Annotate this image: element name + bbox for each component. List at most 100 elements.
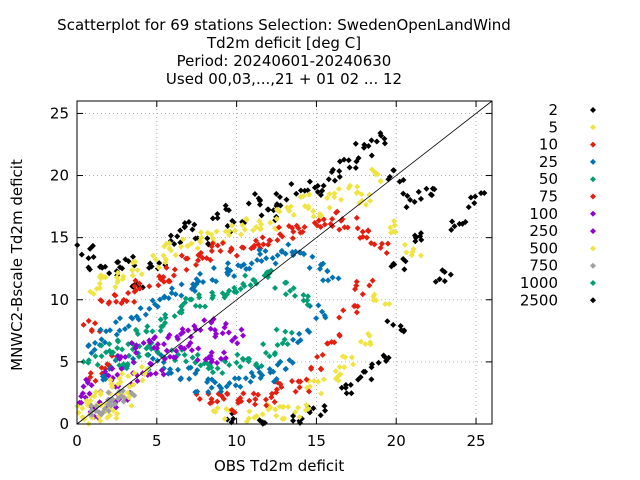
data-point bbox=[316, 265, 323, 272]
data-point bbox=[150, 252, 157, 259]
data-point bbox=[296, 330, 303, 337]
data-point bbox=[314, 182, 321, 189]
data-point bbox=[314, 353, 321, 360]
data-point bbox=[258, 362, 265, 369]
data-point bbox=[80, 321, 87, 328]
title-line-2: Td2m deficit [deg C] bbox=[206, 34, 362, 52]
data-point bbox=[156, 260, 163, 267]
data-point bbox=[310, 378, 317, 385]
data-point bbox=[192, 370, 199, 377]
data-point bbox=[97, 389, 104, 396]
data-point bbox=[155, 264, 162, 271]
data-point bbox=[403, 249, 410, 256]
data-point bbox=[237, 383, 244, 390]
data-point bbox=[185, 342, 192, 349]
data-point bbox=[237, 363, 244, 370]
data-point bbox=[377, 244, 384, 251]
data-point bbox=[137, 305, 144, 312]
legend-label: 2 bbox=[548, 101, 558, 119]
data-point bbox=[106, 340, 113, 347]
data-point bbox=[320, 376, 327, 383]
data-point bbox=[256, 247, 263, 254]
data-point bbox=[114, 279, 121, 286]
data-point bbox=[250, 276, 257, 283]
data-point bbox=[451, 223, 458, 230]
data-point bbox=[336, 363, 343, 370]
data-point bbox=[385, 354, 392, 361]
data-point bbox=[165, 278, 172, 285]
data-point bbox=[432, 278, 439, 285]
data-point bbox=[171, 266, 178, 273]
data-point bbox=[342, 384, 349, 391]
data-point bbox=[132, 326, 139, 333]
data-point bbox=[348, 390, 355, 397]
legend-marker bbox=[590, 297, 596, 304]
y-axis-label: MNWC2-Bscale Td2m deficit bbox=[8, 159, 26, 371]
data-point bbox=[208, 247, 215, 254]
data-point bbox=[274, 361, 281, 368]
data-point bbox=[283, 204, 290, 211]
data-point bbox=[465, 204, 472, 211]
data-point bbox=[295, 404, 302, 411]
data-point bbox=[319, 351, 326, 358]
data-point bbox=[91, 346, 98, 353]
data-point bbox=[233, 288, 240, 295]
data-point bbox=[228, 222, 235, 229]
data-point bbox=[157, 327, 164, 334]
legend-marker bbox=[590, 262, 596, 269]
data-point bbox=[401, 241, 408, 248]
data-point bbox=[253, 280, 260, 287]
data-point bbox=[128, 402, 135, 409]
data-point bbox=[196, 303, 203, 310]
data-point bbox=[241, 226, 248, 233]
legend-marker bbox=[590, 228, 596, 235]
data-point bbox=[238, 326, 245, 333]
data-point bbox=[102, 368, 109, 375]
data-point bbox=[305, 205, 312, 212]
data-point bbox=[292, 409, 299, 416]
data-point bbox=[214, 242, 221, 249]
data-point bbox=[340, 307, 347, 314]
legend-marker bbox=[590, 193, 596, 200]
data-point bbox=[353, 278, 360, 285]
data-point bbox=[210, 265, 217, 272]
data-point bbox=[262, 349, 269, 356]
data-point bbox=[209, 215, 216, 222]
data-point bbox=[322, 407, 329, 414]
data-point bbox=[181, 351, 188, 358]
data-point bbox=[401, 266, 408, 273]
data-point bbox=[263, 255, 270, 262]
data-point bbox=[181, 224, 188, 231]
data-point bbox=[303, 401, 310, 408]
data-point bbox=[341, 364, 348, 371]
data-point bbox=[79, 405, 86, 412]
data-point bbox=[373, 297, 380, 304]
data-point bbox=[96, 280, 103, 287]
data-point bbox=[481, 190, 488, 197]
y-tick-label: 5 bbox=[59, 353, 69, 371]
data-point bbox=[353, 309, 360, 316]
data-point bbox=[131, 283, 138, 290]
data-point bbox=[260, 341, 267, 348]
data-point bbox=[195, 257, 202, 264]
data-point bbox=[149, 297, 156, 304]
data-point bbox=[131, 370, 138, 377]
data-point bbox=[214, 405, 221, 412]
data-point bbox=[152, 256, 159, 263]
data-point bbox=[336, 331, 343, 338]
data-point bbox=[291, 292, 298, 299]
data-point bbox=[88, 349, 95, 356]
data-point bbox=[92, 353, 99, 360]
x-tick-label: 10 bbox=[227, 432, 246, 450]
data-point bbox=[366, 332, 373, 339]
data-point bbox=[282, 291, 289, 298]
data-point bbox=[113, 331, 120, 338]
data-point bbox=[313, 315, 320, 322]
data-point bbox=[196, 396, 203, 403]
data-point bbox=[242, 375, 249, 382]
data-point bbox=[143, 345, 150, 352]
data-point bbox=[411, 198, 418, 205]
data-point bbox=[109, 365, 116, 372]
data-point bbox=[332, 375, 339, 382]
data-point bbox=[105, 300, 112, 307]
